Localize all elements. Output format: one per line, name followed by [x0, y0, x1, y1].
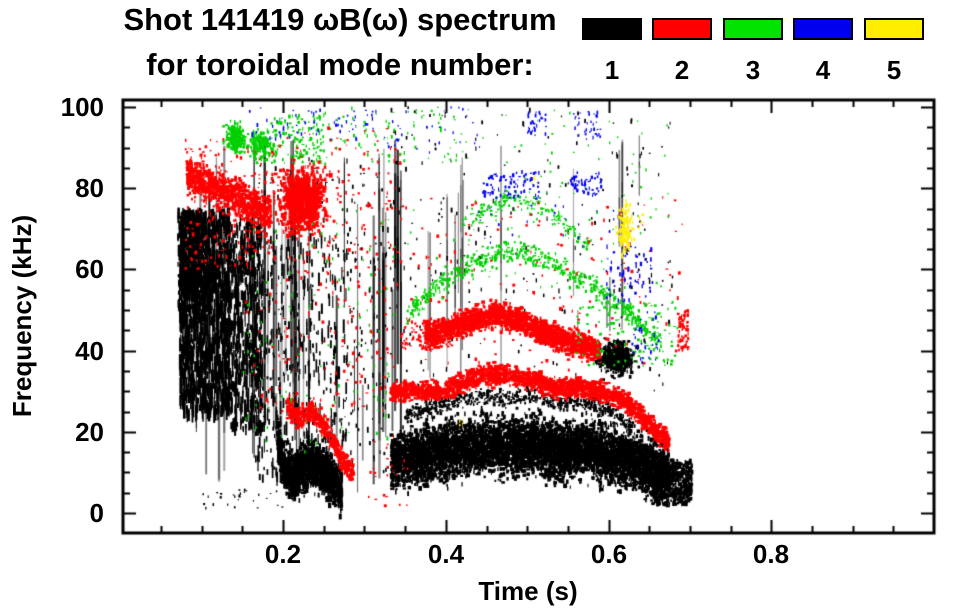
y-axis-label: Frequency (kHz)	[7, 214, 37, 418]
legend-swatch-mode-4	[793, 18, 853, 40]
legend-label-mode-5: 5	[886, 55, 902, 85]
legend-label-mode-4: 4	[815, 55, 831, 85]
x-axis-label: Time (s)	[478, 576, 578, 606]
y-axis-tick-80: 80	[75, 173, 104, 203]
legend-swatch-mode-3	[723, 18, 783, 40]
x-axis-tick-0.2: 0.2	[264, 539, 302, 569]
x-axis-tick-0.8: 0.8	[752, 539, 790, 569]
y-axis-tick-60: 60	[75, 254, 104, 284]
y-axis-tick-40: 40	[75, 336, 104, 366]
chart-title: Shot 141419 ωB(ω) spectrum	[123, 2, 557, 37]
legend-item-mode-5: 5	[864, 18, 924, 84]
y-axis-tick-20: 20	[75, 417, 104, 447]
y-axis-tick-100: 100	[60, 92, 104, 122]
chart-subtitle: for toroidal mode number:	[146, 47, 534, 82]
legend-label-mode-2: 2	[674, 55, 690, 85]
legend-label-mode-3: 3	[745, 55, 761, 85]
legend-item-mode-1: 1	[582, 18, 642, 84]
legend-item-mode-4: 4	[793, 18, 853, 84]
y-axis-tick-0: 0	[89, 498, 104, 528]
legend-swatch-mode-1	[582, 18, 642, 40]
legend-item-mode-3: 3	[723, 18, 783, 84]
legend-label-mode-1: 1	[604, 55, 620, 85]
legend-item-mode-2: 2	[652, 18, 712, 84]
x-axis-tick-0.6: 0.6	[590, 539, 628, 569]
legend-swatch-mode-2	[652, 18, 712, 40]
x-axis-tick-0.4: 0.4	[427, 539, 465, 569]
legend-swatch-mode-5	[864, 18, 924, 40]
